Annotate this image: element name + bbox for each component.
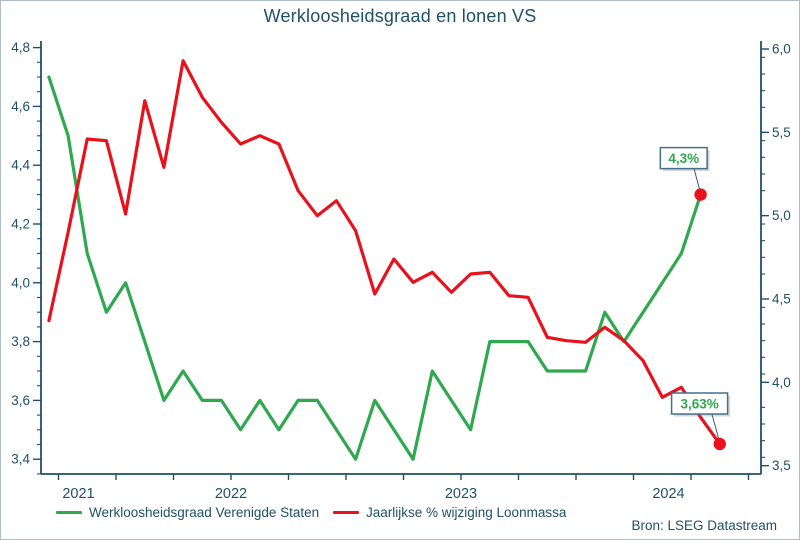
legend-label-unemployment: Werkloosheidsgraad Verenigde Staten [89,505,320,520]
endpoint-dot [694,188,707,201]
right-axis-tick-label: 4,5 [772,292,791,307]
svg-text:4,3%: 4,3% [668,151,699,166]
x-axis-year-label: 2022 [215,486,247,501]
annotation-label: 4,3% [659,146,710,190]
left-axis-tick-label: 3,4 [11,452,30,467]
right-axis-tick-label: 5,0 [772,208,791,223]
x-axis-year-label: 2024 [652,486,684,501]
axis-labels: 4,8 4,6 4,4 4,2 4,0 3,8 3,6 3,4 6,0 5,5 5,0 4,5 4,0 3… [11,40,791,501]
x-axis-year-label: 2021 [62,486,94,501]
source-attribution: Bron: LSEG Datastream [631,518,777,533]
series-line-unemployment [47,75,703,461]
left-axis-tick-label: 3,6 [11,393,30,408]
legend-label-wages: Jaarlijkse % wijziging Loonmassa [366,505,567,520]
x-axis-year-label: 2023 [445,486,477,501]
left-axis-tick-label: 4,0 [11,275,30,290]
axes [40,41,762,475]
svg-text:3,63%: 3,63% [680,396,718,411]
annotation-label: 3,63% [670,392,731,440]
right-axis-tick-label: 6,0 [772,42,791,57]
legend-item-unemployment: Werkloosheidsgraad Verenigde Staten [56,505,319,520]
tick-marks [33,46,769,480]
left-axis-tick-label: 3,8 [11,334,30,349]
right-axis-tick-label: 3,5 [772,458,791,473]
chart-title: Werkloosheidsgraad en lonen VS [263,6,537,26]
left-axis-tick-label: 4,6 [11,99,30,114]
right-axis-tick-label: 5,5 [772,125,791,140]
left-axis-tick-label: 4,4 [11,158,30,173]
right-axis-tick-label: 4,0 [772,375,791,390]
legend-swatch-green-line [56,510,82,515]
chart-canvas: 4,8 4,6 4,4 4,2 4,0 3,8 3,6 3,4 6,0 5,5 5,0 4,5 4,0 3… [11,40,791,501]
legend-item-wages: Jaarlijkse % wijziging Loonmassa [333,505,566,520]
legend-swatch-red-line [333,510,359,515]
series-line-wages [47,59,722,446]
left-axis-tick-label: 4,2 [11,217,30,232]
left-axis-tick-label: 4,8 [11,40,30,55]
endpoint-dot [713,437,726,451]
